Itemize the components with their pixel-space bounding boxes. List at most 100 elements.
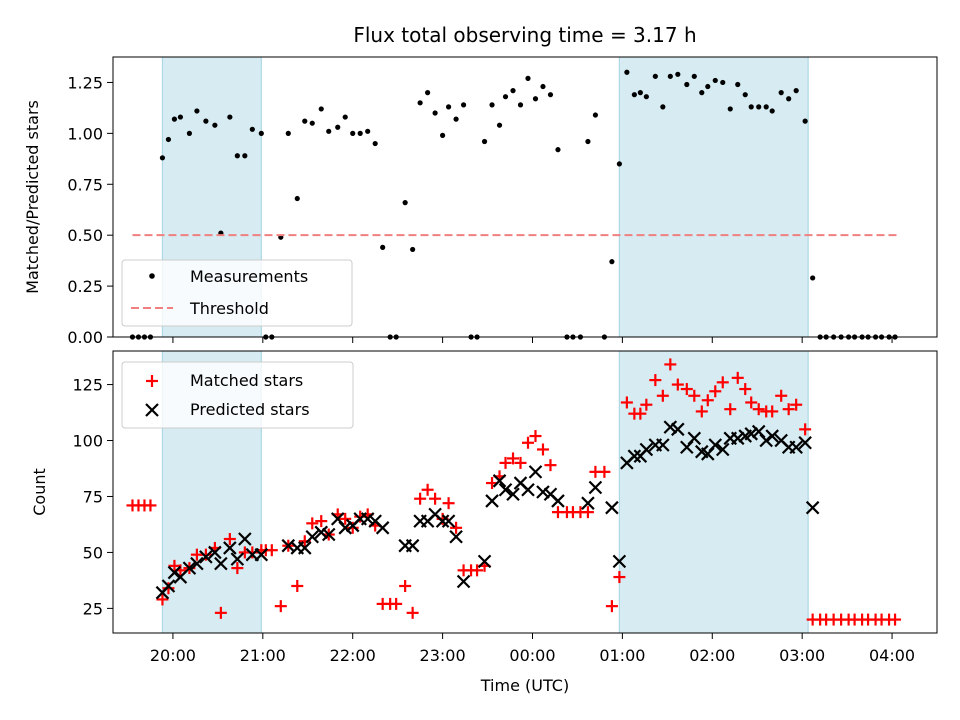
measurement-point [357,130,363,136]
y-tick-label: 75 [83,487,103,506]
matched-star-point [739,383,752,396]
matched-star-point [442,497,455,510]
measurement-point [489,102,495,108]
predicted-star-point [588,480,603,495]
predicted-star-point [730,431,745,446]
matched-star-point [688,389,701,402]
matched-star-point [716,376,729,389]
matched-star-point [429,492,442,505]
measurement-point [769,108,775,114]
predicted-star-point [485,494,499,508]
measurement-point [705,83,711,90]
measurement-point [242,153,248,159]
measurement-point [540,83,546,90]
x-tick-label: 01:00 [599,646,645,665]
measurement-point [318,106,324,112]
matched-star-point [399,580,412,592]
top-shaded-intervals [161,57,809,337]
matched-star-point [223,533,236,545]
x-tick-label: 22:00 [330,646,376,665]
measurement-point [691,73,697,79]
measurement-point [365,128,371,134]
predicted-star-point [528,465,543,479]
measurement-point [445,104,452,110]
x-axis-label: Time (UTC) [480,676,569,695]
measurement-point [517,102,524,108]
observing-window-band [619,351,809,633]
matched-star-point [214,606,227,619]
bottom-axes-frame [112,350,938,634]
predicted-star-point [238,532,252,546]
measurement-point [712,77,718,84]
predicted-star-point [314,525,329,540]
measurement-point [667,73,673,79]
matched-star-point [775,389,788,402]
top-axes-ticks: 0.00 0.25 0.50 0.75 1.00 1.25 [67,73,893,347]
measurement-point [165,136,172,143]
measurement-point [212,122,218,128]
predicted-star-point [536,485,550,499]
matched-star-point [598,465,611,478]
legend-threshold-label: Threshold [189,299,269,318]
y-tick-label: 0.00 [67,328,103,347]
y-tick-label: 1.25 [67,73,103,92]
predicted-star-point [375,521,390,535]
matched-star-point [199,548,212,561]
top-axes-frame [112,56,938,338]
measurement-point [227,114,233,120]
matched-star-point [790,398,803,411]
measurement-point [294,195,300,202]
matched-star-point [701,394,714,407]
matched-star-point [390,597,403,610]
chart-title: Flux total observing time = 3.17 h [353,23,696,47]
measurement-point [585,138,591,145]
predicted-star-point [199,550,213,564]
matched-star-point [752,403,765,416]
top-panel: Flux total observing time = 3.17 h 0.000… [23,23,938,347]
y-tick-label: 50 [83,543,103,562]
measurement-point [547,92,554,98]
matched-star-point [709,385,722,398]
matched-star-point [544,459,557,472]
predicted-star-point [305,529,320,544]
matched-star-point [231,562,244,575]
matched-star-point [246,546,259,559]
predicted-star-point [182,561,197,575]
legend-predicted-marker [145,403,159,417]
measurement-point [555,147,561,153]
predicted-star-point [805,500,820,515]
x-tick-label: 21:00 [240,646,286,665]
predicted-star-point [230,552,245,566]
measurement-point [481,138,488,145]
matched-star-point [605,600,618,613]
matched-star-point [695,405,708,418]
matched-star-point [799,423,812,436]
measurement-point [748,104,754,110]
matched-star-point [536,443,549,456]
matched-star-point [274,600,287,613]
matched-star-point [782,403,795,416]
matched-star-point [315,515,328,528]
y-tick-label: 1.00 [67,124,103,143]
measurement-point [624,69,630,75]
measurement-point [510,88,516,94]
matched-star-point [144,499,157,512]
legend-predicted-label: Predicted stars [190,400,310,419]
measurement-point [756,104,762,110]
measurement-point [802,118,808,124]
measurement-point [699,90,705,96]
matched-star-point [306,517,319,530]
matched-star-point [514,456,527,469]
measurement-point [675,71,681,77]
legend-measurements-label: Measurements [190,267,308,286]
predicted-star-point [321,527,336,542]
predicted-star-point [254,547,269,562]
measurement-point [793,88,799,94]
measurement-point [302,118,308,124]
measurement-point [810,275,816,281]
x-tick-label: 04:00 [869,646,915,665]
measurement-point [496,122,503,128]
observing-window-band [619,57,809,337]
legend-matched-label: Matched stars [190,371,303,390]
